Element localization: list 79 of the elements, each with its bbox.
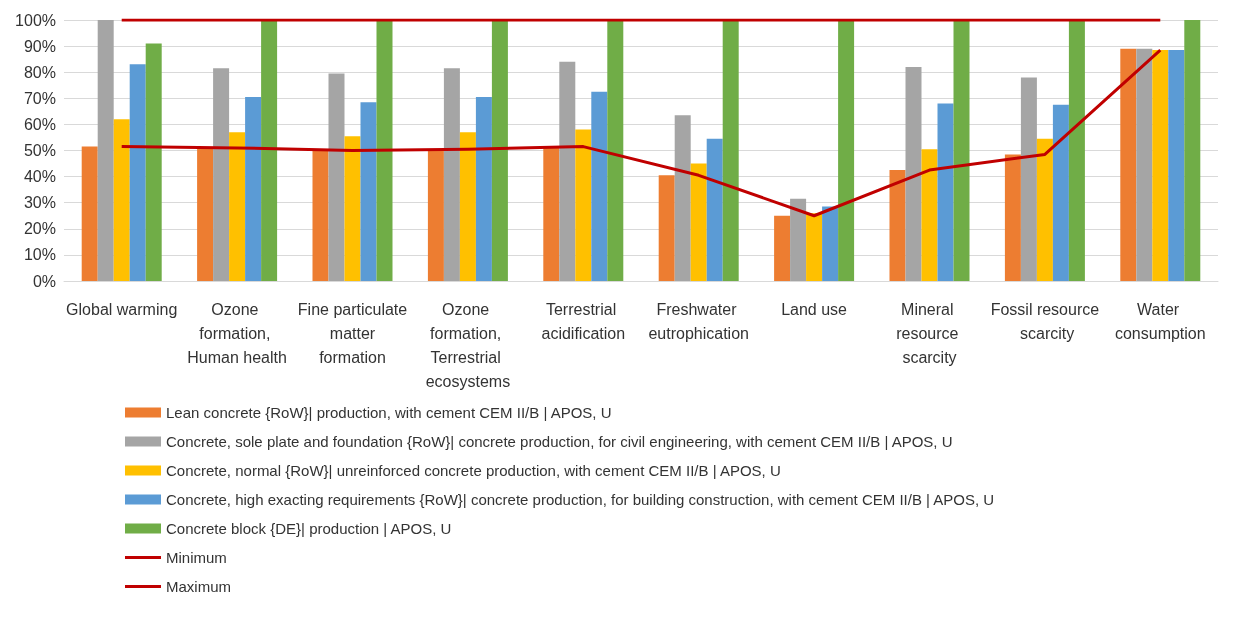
bar [953,20,970,281]
bar [575,129,592,281]
bar [1036,138,1053,281]
legend-label: Concrete, sole plate and foundation {RoW}| concrete production, for civil engineering, with cement CEM II/B | APOS, U [166,433,953,450]
bar [1168,50,1185,281]
bar [344,136,361,281]
bar [443,68,460,281]
bar [213,68,230,281]
legend-label: Minimum [166,549,227,566]
bar [1120,48,1137,281]
bar [1136,48,1153,281]
y-tick-label: 30% [23,194,56,212]
bar [312,150,329,281]
bar [559,61,576,281]
bar [674,115,691,281]
bar [937,103,954,281]
bar [1152,50,1169,281]
bar [921,149,938,281]
bar [1068,20,1085,281]
bar [774,215,791,281]
bar [360,102,377,281]
x-tick-label: Ozone formation, Human health [187,300,287,366]
legend-label: Lean concrete {RoW}| production, with cement CEM II/B | APOS, U [166,404,612,421]
bar [658,175,675,281]
y-tick-label: 90% [23,37,56,55]
bar [113,119,130,281]
y-tick-label: 40% [23,168,56,186]
y-tick-label: 80% [23,63,56,81]
x-tick-label: Ozone formation, Terrestrial ecosystems [425,300,511,390]
x-tick-label: Water consumption [1114,300,1206,342]
bar [245,97,262,281]
bar [261,20,278,281]
bar [1052,104,1069,281]
legend-label: Concrete, high exacting requirements {RoW}| concrete production, for building construction, with cement CEM II/B | APOS, U [166,491,995,508]
bar [1184,20,1201,281]
bar [822,206,839,281]
bar [459,132,476,281]
line-series [120,48,1162,218]
bar [197,147,214,281]
y-tick-label: 70% [23,89,56,107]
bar [1020,77,1037,281]
bar [328,73,345,281]
bar [607,20,624,281]
bar [81,146,98,281]
bar [129,64,146,281]
bar [905,66,922,281]
bar [97,20,114,281]
x-tick-label: Land use [781,300,848,318]
y-tick-label: 60% [23,115,56,133]
y-tick-label: 100% [15,11,56,29]
x-tick-label: Global warming [66,300,178,318]
x-tick-label: Freshwater eutrophication [648,300,749,342]
bar [591,91,608,281]
y-tick-label: 10% [23,246,56,264]
bar [376,20,393,281]
legend-label: Concrete block {DE}| production | APOS, U [166,520,452,537]
bar [722,20,739,281]
x-tick-label: Mineral resource scarcity [896,300,963,366]
x-tick-label: Terrestrial acidification [541,300,626,342]
y-tick-label: 0% [32,272,56,290]
x-tick-label: Fossil resource scarcity [990,300,1100,342]
bar [706,138,723,281]
bar [475,97,492,281]
bar [543,146,560,281]
bar [491,20,508,281]
bar [806,213,823,281]
bar [838,20,855,281]
x-tick-label: Fine particulate matter formation [297,300,408,366]
bar [690,163,707,281]
bar [229,132,246,281]
bar [889,170,906,281]
bar [1004,154,1021,281]
y-tick-label: 50% [23,142,56,159]
bar [790,198,807,281]
legend-label: Maximum [166,578,232,595]
y-tick-label: 20% [23,220,56,238]
legend-label: Concrete, normal {RoW}| unreinforced concrete production, with cement CEM II/B | APOS, U [166,462,781,479]
bar [145,43,162,281]
bar [427,149,444,281]
